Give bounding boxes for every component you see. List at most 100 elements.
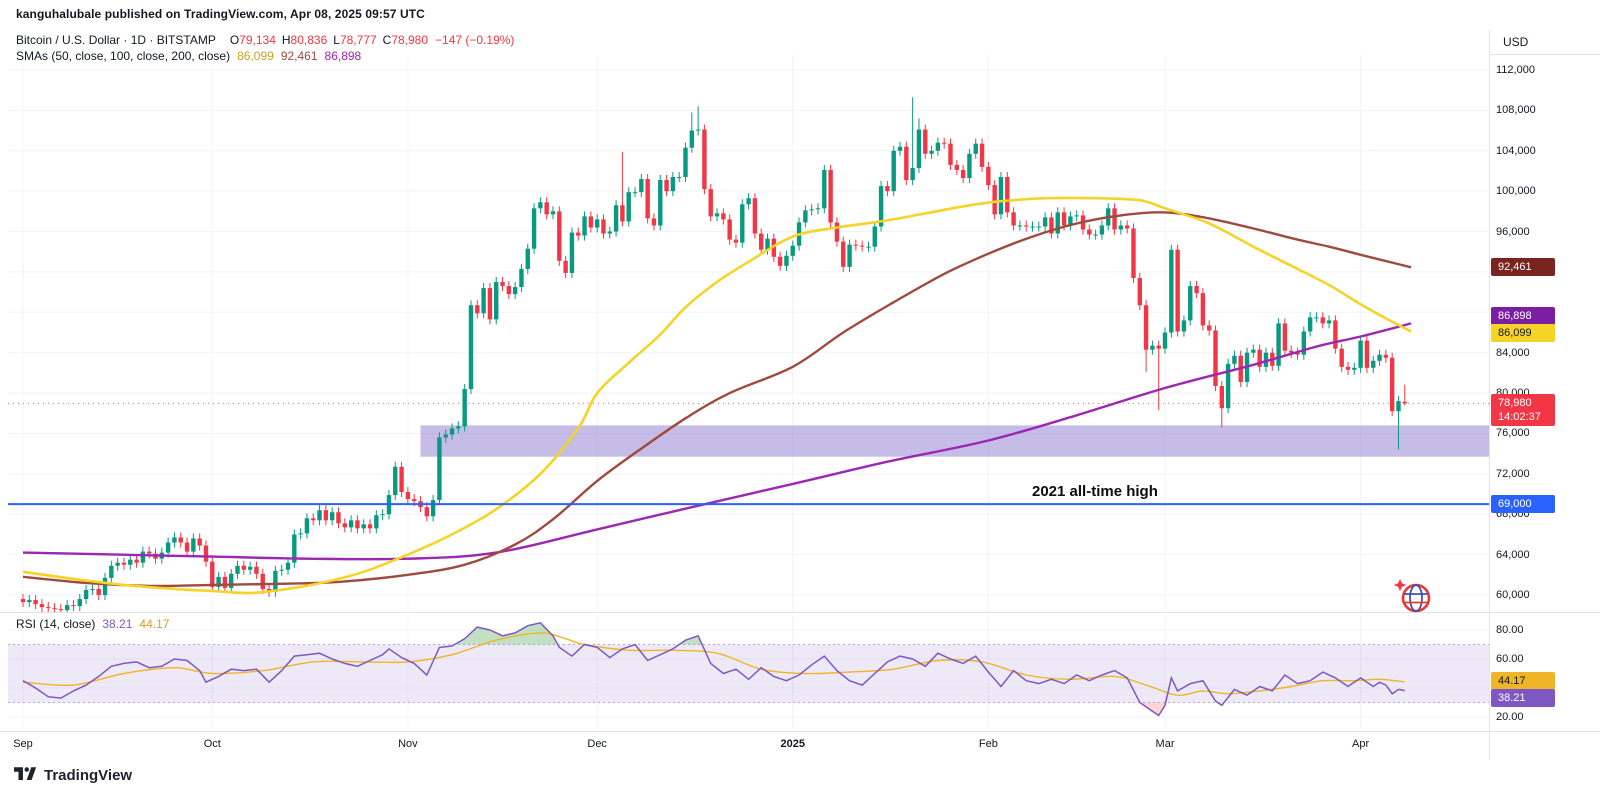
candle-body <box>809 209 814 211</box>
rsi-pane[interactable] <box>8 616 1489 728</box>
candle-body <box>1396 401 1401 412</box>
candle-body <box>853 244 859 246</box>
currency-label[interactable]: USD <box>1490 30 1600 55</box>
candle-body <box>538 202 543 209</box>
candle-body <box>500 282 505 287</box>
candle-body <box>1232 355 1237 364</box>
rsi-value: 38.21 <box>102 617 133 631</box>
candle-body <box>1169 249 1174 333</box>
candle-body <box>695 129 701 131</box>
price-pane[interactable] <box>8 55 1489 615</box>
candle-body <box>1055 212 1060 234</box>
rsi-value: 44.17 <box>139 617 170 631</box>
pane-separator[interactable] <box>0 612 1600 613</box>
candle-body <box>1333 320 1338 349</box>
change-value: −147 (−0.19%) <box>435 33 515 47</box>
candle-body <box>430 500 436 517</box>
candle-body <box>639 179 644 193</box>
candle-body <box>1124 225 1130 229</box>
candle-body <box>613 205 619 232</box>
candle-body <box>393 466 398 496</box>
candle-body <box>632 192 638 194</box>
candle-body <box>651 218 657 226</box>
axis-tick-label: 60,000 <box>1496 589 1530 601</box>
candle-body <box>90 588 95 590</box>
candle-body <box>702 129 707 190</box>
candle-body <box>197 538 202 546</box>
candle-body <box>64 605 70 611</box>
candle-body <box>512 287 518 295</box>
candle-body <box>620 205 625 222</box>
candle-body <box>235 565 240 574</box>
ohlc-values: O79,134 H80,836 L78,777 C78,980 <box>224 33 428 47</box>
axis-tick-label: 72,000 <box>1496 467 1530 480</box>
candle-body <box>1150 345 1155 350</box>
sma-legend: SMAs (50, close, 100, close, 200, close)… <box>16 49 361 63</box>
candle-body <box>1301 331 1307 355</box>
candle-body <box>1005 177 1010 213</box>
candle-body <box>727 219 732 240</box>
candle-body <box>721 213 726 220</box>
candle-body <box>1314 317 1319 319</box>
time-axis-label: Feb <box>978 738 998 750</box>
sma-value: 86,099 <box>237 49 274 63</box>
candle-body <box>1024 225 1029 227</box>
sma-legend-label[interactable]: SMAs (50, close, 100, close, 200, close) <box>16 49 231 63</box>
ath-annotation-label[interactable]: 2021 all-time high <box>1032 483 1158 500</box>
candle-body <box>1118 225 1124 230</box>
candle-body <box>20 599 26 603</box>
symbol-legend: Bitcoin / U.S. Dollar · 1D · BITSTAMP O79… <box>16 33 514 47</box>
candle-body <box>437 437 442 501</box>
candle-body <box>184 542 190 552</box>
sma50-line <box>22 196 1412 595</box>
candle-body <box>954 164 960 170</box>
candle-body <box>531 208 537 249</box>
candle-body <box>109 565 114 578</box>
time-axis-separator <box>0 731 1600 732</box>
candle-body <box>96 588 101 596</box>
candle-body <box>405 492 411 500</box>
candle-body <box>1093 234 1098 236</box>
candle-body <box>58 609 64 611</box>
candle-body <box>1200 293 1206 326</box>
candle-body <box>304 518 310 534</box>
time-axis-label: Sep <box>13 738 33 750</box>
candle-body <box>765 238 770 250</box>
candle-body <box>544 202 549 215</box>
candle-body <box>1352 367 1357 370</box>
candle-body <box>1206 325 1212 331</box>
candle-body <box>1011 212 1016 226</box>
axis-tick-label: 100,000 <box>1496 185 1536 198</box>
candle-body <box>424 507 430 517</box>
candle-body <box>1257 349 1262 367</box>
candle-body <box>998 177 1004 215</box>
candle-body <box>367 524 373 529</box>
candle-body <box>298 533 303 535</box>
candle-body <box>1030 226 1035 228</box>
candle-body <box>601 219 606 234</box>
candle-body <box>1219 386 1225 409</box>
candle-body <box>588 216 594 228</box>
rsi-legend-label[interactable]: RSI (14, close) <box>16 617 96 631</box>
support-zone <box>420 425 1489 457</box>
candle-body <box>317 510 322 521</box>
candle-body <box>1181 320 1187 332</box>
axis-tick-label: 20.00 <box>1496 710 1524 723</box>
candle-body <box>752 198 758 234</box>
publisher-line: kanguhalubale published on TradingView.c… <box>16 7 425 21</box>
symbol-title[interactable]: Bitcoin / U.S. Dollar · 1D · BITSTAMP <box>16 33 216 47</box>
candle-body <box>399 466 404 493</box>
ohlc-letter: L <box>333 33 340 47</box>
candle-body <box>210 561 215 587</box>
tradingview-logo-icon[interactable] <box>14 764 37 787</box>
price-label-chip: 86,898 <box>1491 307 1555 326</box>
candle-body <box>803 210 808 223</box>
axis-tick-label: 112,000 <box>1496 63 1535 76</box>
sma-value: 86,898 <box>324 49 362 63</box>
sma100-line <box>22 211 1412 588</box>
candle-body <box>1339 348 1344 367</box>
tradingview-wordmark[interactable]: TradingView <box>44 767 133 784</box>
candle-body <box>254 566 259 574</box>
sma-value: 92,461 <box>280 49 318 63</box>
